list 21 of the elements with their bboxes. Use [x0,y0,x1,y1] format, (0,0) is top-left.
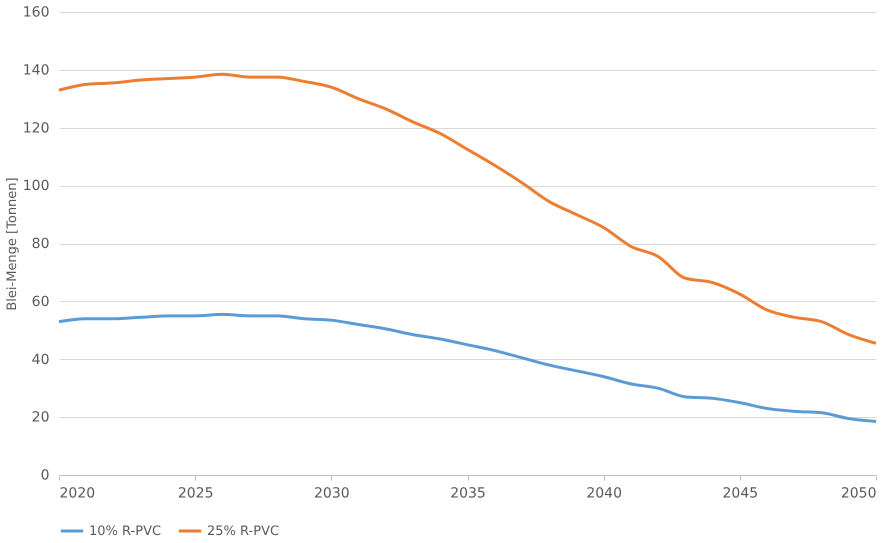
y-tick-label: 20 [32,410,50,426]
x-tick-label: 2035 [450,486,486,502]
y-tick-label: 40 [32,352,50,368]
y-tick-label: 120 [22,120,50,136]
legend-label: 25% R-PVC [207,524,280,539]
legend-label: 10% R-PVC [89,524,162,539]
x-tick-label: 2045 [722,486,758,502]
line-series [58,312,878,423]
y-tick-label: 0 [40,468,50,484]
y-axis-title: Blei-Menge [Tonnen] [4,177,20,311]
y-tick-label: 100 [22,178,50,194]
y-tick-label: 140 [22,62,50,78]
y-tick-label: 160 [22,4,50,20]
x-tick-label: 2020 [60,486,96,502]
x-tick-label: 2040 [586,486,622,502]
y-tick-label: 60 [32,294,50,310]
x-tick-label: 2030 [314,486,350,502]
x-tick-label: 2025 [178,486,214,502]
line-series [58,72,878,345]
x-tick-label: 2050 [840,486,876,502]
y-tick-label: 80 [32,236,50,252]
